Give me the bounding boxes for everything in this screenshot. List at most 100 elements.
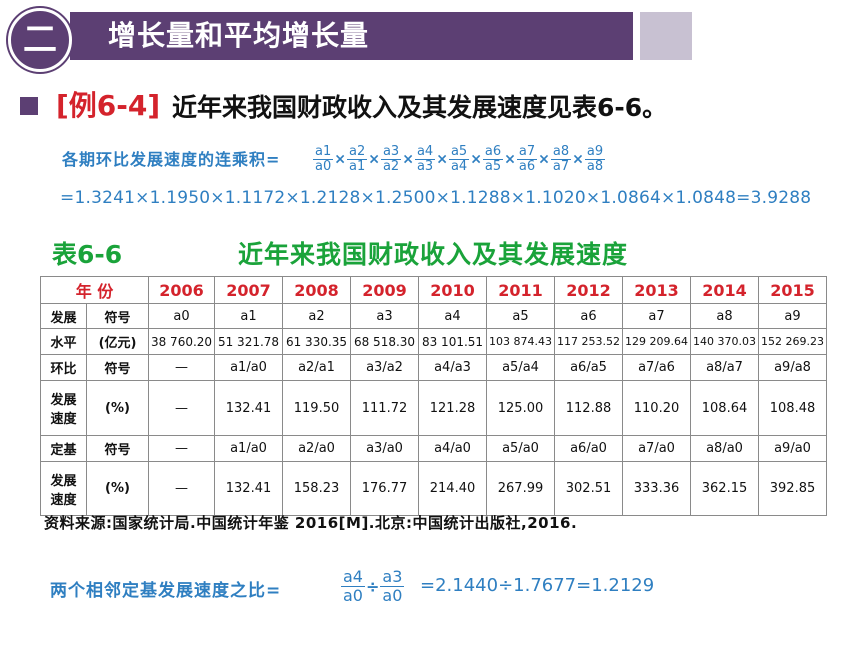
table-cell: — bbox=[148, 354, 216, 381]
formula1-fraction: a2 a1 bbox=[346, 145, 368, 174]
times-sign: × bbox=[334, 151, 346, 168]
fraction-numerator: a7 bbox=[516, 144, 538, 160]
table-cell: a3/a2 bbox=[350, 354, 420, 381]
table-cell: 125.00 bbox=[486, 380, 556, 436]
fixed-label-top: 定基 bbox=[40, 435, 87, 462]
symbol-label: 符号 bbox=[85, 303, 150, 329]
table-cell: a7/a0 bbox=[622, 435, 692, 462]
table-cell: a8/a0 bbox=[690, 435, 760, 462]
fixed-symbol-row: 定基 符号 — a1/a0 a2/a0 a3/a0 a4/a0 a5/a0 a6… bbox=[40, 435, 828, 462]
table-cell: 110.20 bbox=[622, 380, 692, 436]
table-cell: a5 bbox=[486, 303, 556, 329]
level-value-row: 水平 (亿元) 38 760.20 51 321.78 61 330.35 68… bbox=[40, 328, 828, 355]
year-cell: 2011 bbox=[486, 276, 556, 304]
table-cell: 362.15 bbox=[690, 461, 760, 516]
level-label-bottom: 水平 bbox=[40, 328, 87, 355]
percent-label: (%) bbox=[85, 461, 150, 516]
table-cell: a9/a8 bbox=[758, 354, 828, 381]
table-cell: a1/a0 bbox=[214, 435, 284, 462]
chain-symbol-row: 环比 符号 — a1/a0 a2/a1 a3/a2 a4/a3 a5/a4 a6… bbox=[40, 354, 828, 381]
fraction-denominator: a0 bbox=[343, 586, 363, 605]
table-cell: 214.40 bbox=[418, 461, 488, 516]
table-cell: 117 253.52 bbox=[554, 328, 624, 355]
header-bar bbox=[70, 12, 633, 60]
table-cell: a3/a0 bbox=[350, 435, 420, 462]
level-label-top: 发展 bbox=[40, 303, 87, 329]
table-cell: — bbox=[148, 380, 216, 436]
fraction-denominator: a1 bbox=[348, 159, 366, 174]
table-cell: a1/a0 bbox=[214, 354, 284, 381]
header-accent-square bbox=[640, 12, 692, 60]
year-cell: 2015 bbox=[758, 276, 828, 304]
times-sign: × bbox=[572, 151, 584, 168]
fraction-numerator: a1 bbox=[313, 144, 334, 160]
formula1-fraction: a3 a2 bbox=[380, 144, 402, 174]
table-cell: 132.41 bbox=[214, 461, 284, 516]
fiscal-revenue-table: 年 份 2006 2007 2008 2009 2010 2011 2012 2… bbox=[39, 276, 828, 516]
chain-label-stack: 发展 速度 bbox=[42, 389, 86, 427]
table-cell: a2 bbox=[282, 303, 352, 329]
fraction-denominator: a5 bbox=[484, 159, 502, 174]
table-cell: a4/a3 bbox=[418, 354, 488, 381]
table-cell: a7/a6 bbox=[622, 354, 692, 381]
table-cell: a2/a0 bbox=[282, 435, 352, 462]
table-cell: 333.36 bbox=[622, 461, 692, 516]
year-header-row: 年 份 2006 2007 2008 2009 2010 2011 2012 2… bbox=[39, 276, 828, 304]
year-cell: 2012 bbox=[554, 276, 624, 304]
year-cell: 2013 bbox=[622, 276, 692, 304]
chain-label-cell: 发展 速度 bbox=[40, 380, 87, 436]
times-sign: × bbox=[470, 151, 482, 168]
table-subtitle: 近年来我国财政收入及其发展速度 bbox=[238, 240, 629, 269]
table-cell: a6/a0 bbox=[554, 435, 624, 462]
year-header-label: 年 份 bbox=[39, 276, 150, 304]
table-cell: 68 518.30 bbox=[350, 328, 420, 355]
year-cell: 2009 bbox=[350, 276, 420, 304]
fraction-numerator: a3 bbox=[380, 567, 405, 587]
fraction-numerator: a4 bbox=[341, 567, 365, 587]
table-cell: 129 209.64 bbox=[622, 328, 692, 355]
table-cell: 103 874.43 bbox=[486, 328, 556, 355]
table-cell: 176.77 bbox=[350, 461, 420, 516]
table-cell: a1 bbox=[214, 303, 284, 329]
formula1-fractions: a1 a0 × a2 a1 × a3 a2 × a4 a3 × a5 a4 × a6 a5 × a7 a6 × a8 a7 ×… bbox=[312, 145, 606, 174]
table-cell: 111.72 bbox=[350, 380, 420, 436]
year-cell: 2007 bbox=[214, 276, 284, 304]
table-cell: — bbox=[148, 461, 216, 516]
fixed-label-stack: 发展 速度 bbox=[42, 470, 86, 508]
chain-value-row: 发展 速度 (%) — 132.41 119.50 111.72 121.28 … bbox=[40, 380, 828, 436]
formula2-label: 两个相邻定基发展速度之比= bbox=[50, 581, 282, 601]
data-source-note: 资料来源:国家统计局.中国统计年鉴 2016[M].北京:中国统计出版社,201… bbox=[44, 514, 578, 532]
table-cell: 121.28 bbox=[418, 380, 488, 436]
table-cell: 302.51 bbox=[554, 461, 624, 516]
example-tag: [例6-4] bbox=[56, 89, 161, 122]
fraction-denominator: a0 bbox=[315, 159, 332, 174]
fraction-numerator: a3 bbox=[380, 144, 402, 160]
year-cell: 2010 bbox=[418, 276, 488, 304]
table-cell: 83 101.51 bbox=[418, 328, 488, 355]
formula1-fraction: a1 a0 bbox=[313, 144, 334, 174]
table-cell: 112.88 bbox=[554, 380, 624, 436]
times-sign: × bbox=[436, 151, 448, 168]
year-cell: 2014 bbox=[690, 276, 760, 304]
table-cell: 119.50 bbox=[282, 380, 352, 436]
symbol-label: 符号 bbox=[85, 435, 150, 462]
table-cell: 392.85 bbox=[758, 461, 828, 516]
table-cell: a5/a0 bbox=[486, 435, 556, 462]
times-sign: × bbox=[538, 151, 550, 168]
section-title: 增长量和平均增长量 bbox=[108, 19, 370, 52]
chain-label-mid: 发展 bbox=[50, 393, 77, 408]
fraction-denominator: a6 bbox=[518, 159, 536, 174]
fraction-numerator: a6 bbox=[482, 144, 504, 160]
table-cell: a2/a1 bbox=[282, 354, 352, 381]
formula1-result: =1.3241×1.1950×1.1172×1.2128×1.2500×1.12… bbox=[60, 188, 812, 208]
formula2-fraction: a3 a0 bbox=[380, 567, 405, 605]
fraction-denominator: a8 bbox=[586, 159, 604, 174]
table-cell: a0 bbox=[148, 303, 216, 329]
formula2-result: =2.1440÷1.7677=1.2129 bbox=[420, 575, 655, 596]
formula2-fraction: a4 a0 bbox=[341, 568, 365, 605]
year-cell: 2006 bbox=[148, 276, 216, 304]
table-cell: — bbox=[148, 435, 216, 462]
formula1-fraction: a4 a3 bbox=[414, 145, 436, 174]
fraction-denominator: a3 bbox=[416, 159, 434, 174]
table-cell: a6 bbox=[554, 303, 624, 329]
